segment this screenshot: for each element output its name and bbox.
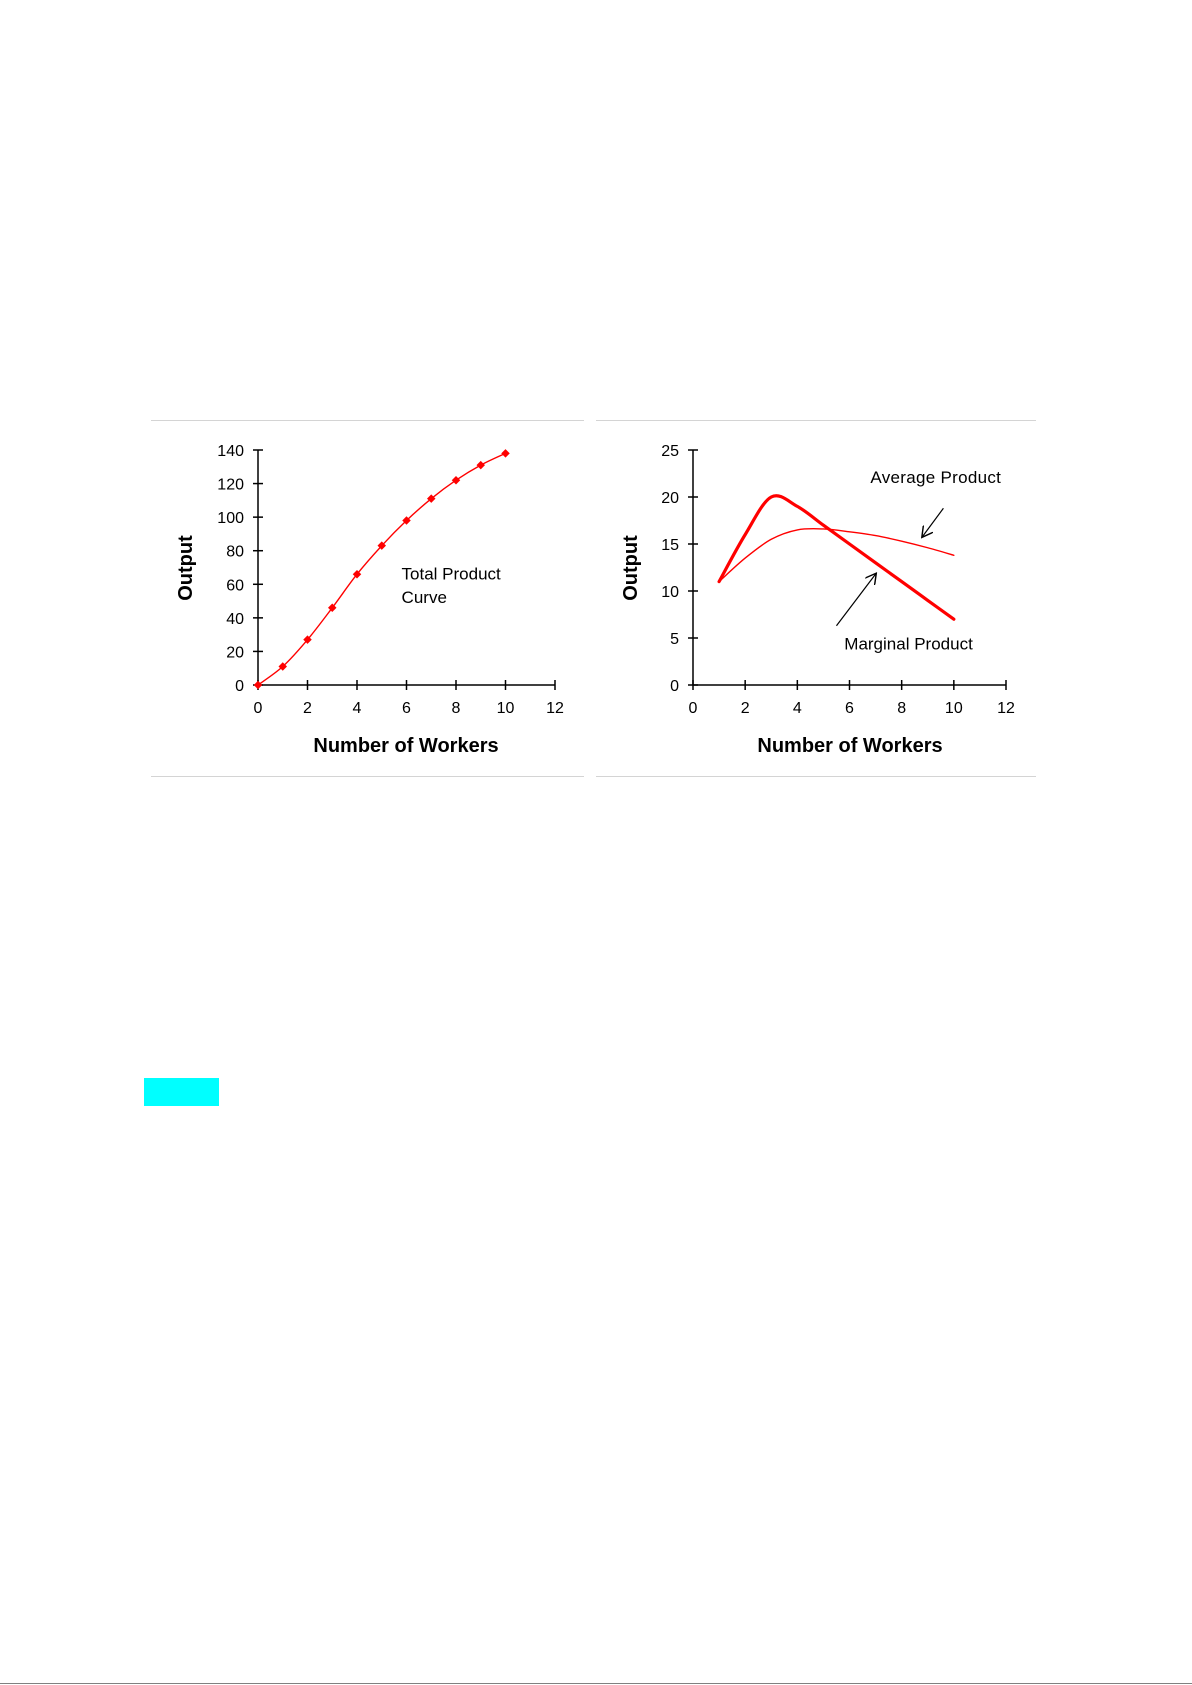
right-marks bbox=[717, 494, 956, 627]
right-y-tick-label: 15 bbox=[661, 537, 679, 554]
total-product-line bbox=[257, 452, 507, 686]
total-product-point bbox=[328, 603, 337, 613]
cyan-highlight-box bbox=[144, 1078, 219, 1106]
left-y-tick-label: 120 bbox=[217, 477, 244, 494]
left-x-tick-label: 10 bbox=[497, 700, 515, 717]
left-x-tick-label: 6 bbox=[402, 700, 411, 717]
right-x-axis-title: Number of Workers bbox=[757, 735, 942, 757]
marginal-product-line bbox=[717, 494, 956, 621]
left-x-tick-label: 0 bbox=[254, 700, 263, 717]
total-product-point bbox=[352, 569, 362, 579]
marginal-product-label: Marginal Product bbox=[844, 634, 973, 653]
annotation-arrow bbox=[923, 507, 944, 536]
right-y-tick-label: 0 bbox=[670, 678, 679, 695]
top-rule-left bbox=[151, 420, 584, 421]
right-x-tick-label: 4 bbox=[793, 700, 802, 717]
right-y-tick-label: 5 bbox=[670, 631, 679, 648]
bottom-rule-right bbox=[596, 776, 1036, 777]
right-x-tick-label: 12 bbox=[997, 700, 1015, 717]
left-x-axis-title: Number of Workers bbox=[313, 735, 498, 757]
total-product-label: Total Product bbox=[402, 564, 501, 583]
total-product-point bbox=[427, 494, 436, 503]
left-y-axis-title: Output bbox=[175, 535, 197, 601]
total-product-point bbox=[501, 449, 510, 458]
average-product-label: Average Product bbox=[870, 468, 1001, 487]
annotation-arrow bbox=[835, 574, 875, 627]
right-x-tick-label: 10 bbox=[945, 700, 963, 717]
right-y-axis-title: Output bbox=[620, 535, 642, 601]
total-product-point bbox=[253, 680, 263, 690]
right-y-tick-label: 10 bbox=[661, 584, 679, 601]
left-x-tick-label: 4 bbox=[353, 700, 362, 717]
right-y-tick-label: 25 bbox=[661, 443, 679, 460]
total-product-point bbox=[451, 475, 461, 485]
right-x-tick-label: 2 bbox=[741, 700, 750, 717]
bottom-rule-left bbox=[151, 776, 584, 777]
left-y-tick-label: 40 bbox=[226, 611, 244, 628]
left-y-tick-label: 60 bbox=[226, 577, 244, 594]
left-x-tick-label: 12 bbox=[546, 700, 564, 717]
total-product-point bbox=[377, 541, 386, 550]
left-y-tick-label: 80 bbox=[226, 544, 244, 561]
top-rule-right bbox=[596, 420, 1036, 421]
total-product-point bbox=[303, 635, 312, 644]
average-product-line bbox=[718, 527, 955, 583]
left-marks bbox=[253, 449, 510, 690]
left-x-tick-label: 2 bbox=[303, 700, 312, 717]
total-product-point bbox=[476, 460, 485, 470]
right-x-tick-label: 8 bbox=[897, 700, 906, 717]
left-y-tick-label: 20 bbox=[226, 644, 244, 661]
left-y-tick-label: 140 bbox=[217, 443, 244, 460]
right-y-tick-label: 20 bbox=[661, 490, 679, 507]
left-y-tick-label: 0 bbox=[235, 678, 244, 695]
right-axes: 0 2 4 6 8 10 12 0 5 10 15 20 25 bbox=[661, 443, 1015, 717]
total-product-point bbox=[402, 516, 411, 525]
total-product-curve-label: Curve bbox=[402, 588, 447, 607]
total-product-point bbox=[278, 662, 287, 671]
right-x-tick-label: 0 bbox=[689, 700, 698, 717]
right-x-tick-label: 6 bbox=[845, 700, 854, 717]
left-x-tick-label: 8 bbox=[452, 700, 461, 717]
left-y-tick-label: 100 bbox=[217, 510, 244, 527]
page-bottom-rule bbox=[0, 1683, 1192, 1684]
